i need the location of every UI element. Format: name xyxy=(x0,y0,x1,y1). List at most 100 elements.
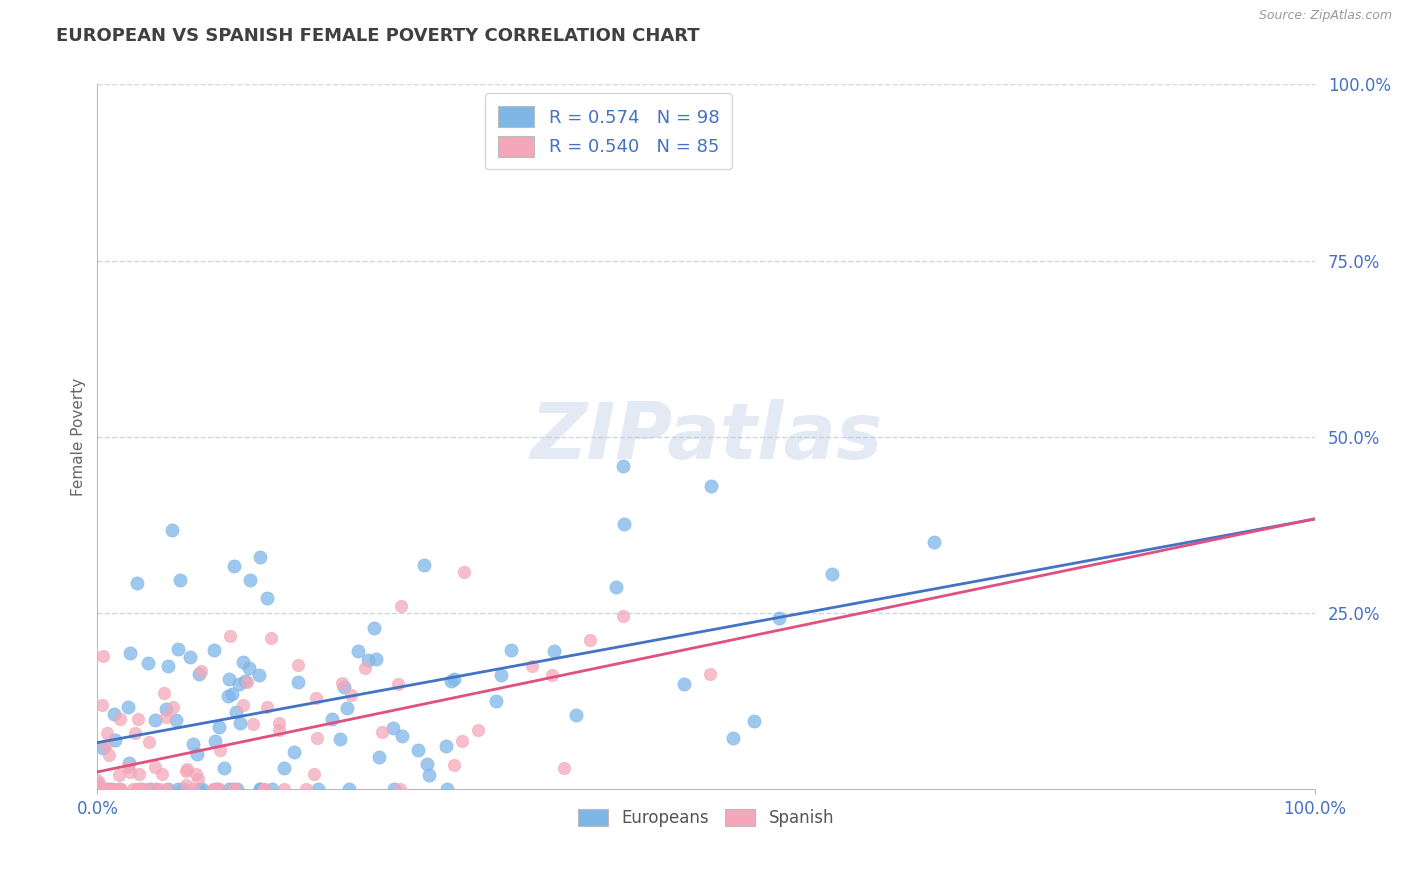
Point xyxy=(209,743,232,757)
Point xyxy=(143,713,166,727)
Point xyxy=(436,782,458,797)
Point xyxy=(136,656,159,670)
Point xyxy=(128,782,150,797)
Point xyxy=(186,747,208,761)
Point xyxy=(768,611,790,625)
Point xyxy=(176,762,198,776)
Point xyxy=(612,459,634,474)
Point xyxy=(744,714,766,728)
Point xyxy=(97,747,120,762)
Point xyxy=(236,675,259,690)
Point xyxy=(335,700,357,714)
Point xyxy=(125,782,148,797)
Point xyxy=(118,756,141,770)
Point xyxy=(108,767,131,781)
Point xyxy=(269,723,291,738)
Point xyxy=(434,739,457,753)
Point xyxy=(307,782,329,797)
Point xyxy=(391,729,413,743)
Point xyxy=(150,767,173,781)
Point xyxy=(117,760,139,774)
Point xyxy=(821,567,844,582)
Point xyxy=(104,733,127,747)
Point xyxy=(340,688,363,702)
Point xyxy=(107,782,129,797)
Point xyxy=(499,643,522,657)
Point xyxy=(522,658,544,673)
Point xyxy=(97,782,120,797)
Point xyxy=(387,676,409,690)
Point xyxy=(357,653,380,667)
Point xyxy=(101,782,124,797)
Point xyxy=(179,649,201,664)
Point xyxy=(287,658,309,673)
Point xyxy=(142,782,165,797)
Point xyxy=(249,549,271,564)
Point xyxy=(138,734,160,748)
Point xyxy=(699,479,721,493)
Point xyxy=(204,782,226,797)
Point xyxy=(232,698,254,712)
Point xyxy=(217,690,239,704)
Point xyxy=(143,760,166,774)
Point xyxy=(98,782,121,797)
Point xyxy=(273,761,295,775)
Point xyxy=(155,710,177,724)
Point xyxy=(124,726,146,740)
Point xyxy=(167,641,190,656)
Point xyxy=(184,766,207,780)
Point xyxy=(191,782,214,797)
Legend: Europeans, Spanish: Europeans, Spanish xyxy=(571,802,841,834)
Point xyxy=(418,768,440,782)
Point xyxy=(204,734,226,748)
Point xyxy=(672,677,695,691)
Point xyxy=(162,699,184,714)
Point xyxy=(304,691,326,706)
Point xyxy=(256,699,278,714)
Text: Source: ZipAtlas.com: Source: ZipAtlas.com xyxy=(1258,9,1392,22)
Point xyxy=(187,772,209,786)
Point xyxy=(922,535,945,549)
Point xyxy=(221,782,243,797)
Point xyxy=(117,699,139,714)
Point xyxy=(224,782,246,797)
Point xyxy=(101,782,124,797)
Point xyxy=(221,687,243,701)
Point xyxy=(330,676,353,690)
Point xyxy=(260,782,283,797)
Text: EUROPEAN VS SPANISH FEMALE POVERTY CORRELATION CHART: EUROPEAN VS SPANISH FEMALE POVERTY CORRE… xyxy=(56,27,700,45)
Point xyxy=(157,658,180,673)
Y-axis label: Female Poverty: Female Poverty xyxy=(72,377,86,496)
Point xyxy=(122,781,145,796)
Point xyxy=(87,779,110,793)
Point xyxy=(129,782,152,797)
Point xyxy=(368,750,391,764)
Point xyxy=(242,717,264,731)
Point xyxy=(439,674,461,689)
Point xyxy=(353,660,375,674)
Point xyxy=(103,782,125,797)
Point xyxy=(87,775,110,789)
Point xyxy=(228,716,250,731)
Point xyxy=(91,648,114,663)
Point xyxy=(543,644,565,658)
Point xyxy=(253,782,276,797)
Point xyxy=(127,713,149,727)
Point xyxy=(110,712,132,726)
Point xyxy=(205,782,228,797)
Point xyxy=(139,782,162,797)
Point xyxy=(485,694,508,708)
Point xyxy=(125,575,148,590)
Point xyxy=(222,558,245,573)
Point xyxy=(218,629,240,643)
Point xyxy=(152,686,174,700)
Point xyxy=(613,516,636,531)
Point xyxy=(370,725,392,739)
Point xyxy=(364,652,387,666)
Point xyxy=(287,674,309,689)
Point xyxy=(269,716,291,731)
Point xyxy=(247,668,270,682)
Point xyxy=(363,621,385,635)
Point xyxy=(174,778,197,792)
Point xyxy=(202,782,225,797)
